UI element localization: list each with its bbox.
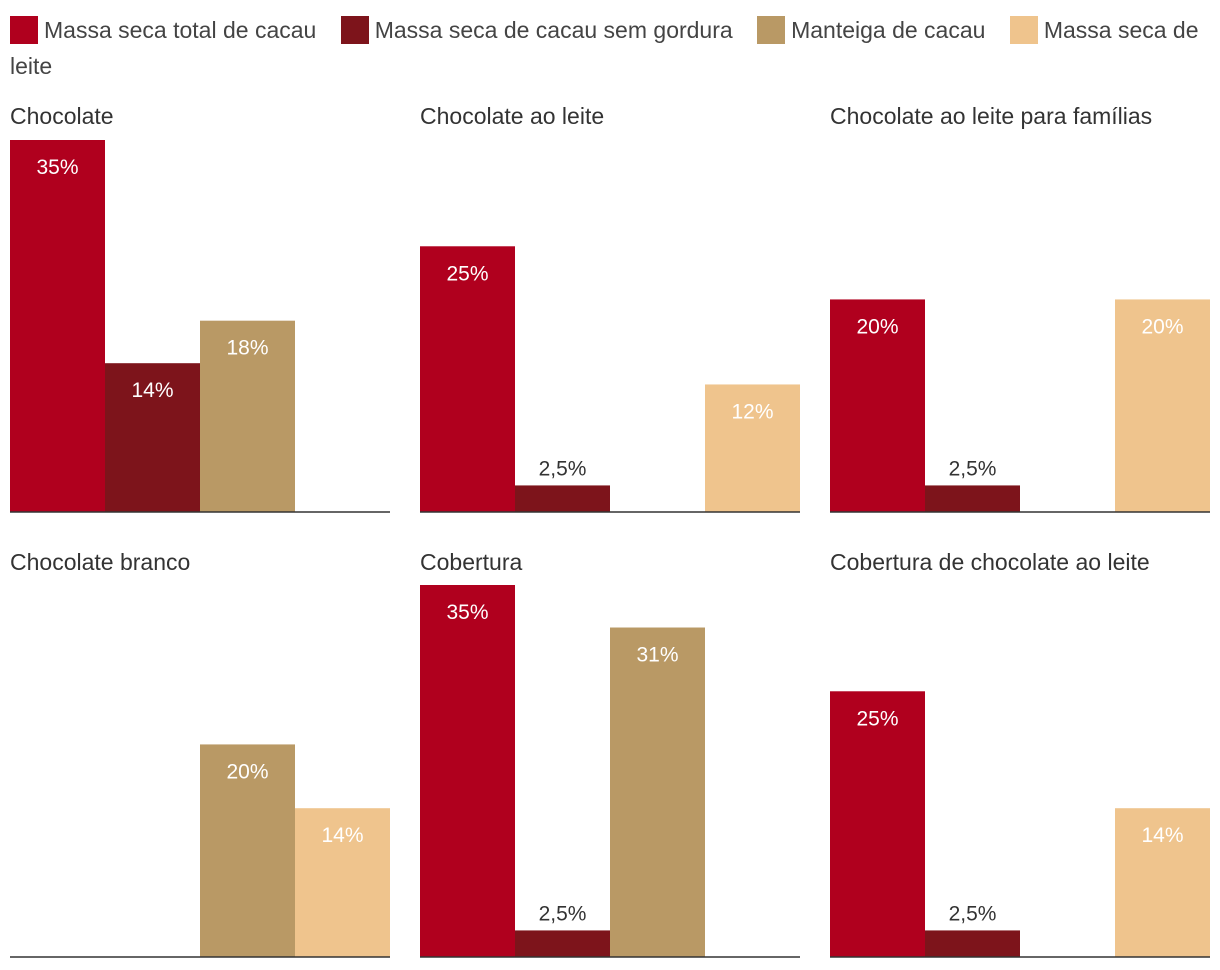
bar-milk-solids (1115, 808, 1210, 957)
bar-cocoa-butter (200, 320, 295, 512)
legend-item-total-cocoa: Massa seca total de cacau (10, 16, 317, 44)
bar-milk-solids (705, 384, 800, 512)
bar-value-label: 14% (1141, 824, 1183, 847)
bar-value-label: 25% (856, 707, 898, 730)
legend-swatch-total-cocoa (10, 16, 38, 44)
chart-title: Cobertura (420, 549, 522, 575)
bar-total-cocoa (420, 585, 515, 957)
bar-chart-4: Chocolate branco 20% 14% (10, 549, 390, 958)
legend-label-fat-free-cocoa: Massa seca de cacau sem gordura (374, 17, 733, 43)
bar-value-label: 14% (321, 824, 363, 847)
bar-value-label: 20% (856, 315, 898, 338)
chart-legend: Massa seca total de cacau Massa seca de … (10, 12, 1210, 84)
bar-value-label: 2,5% (949, 902, 997, 925)
bar-fat-free-cocoa (515, 930, 610, 957)
bar-fat-free-cocoa (105, 363, 200, 512)
bar-value-label: 35% (446, 601, 488, 624)
legend-item-milk-solids: Massa seca de leite (10, 16, 1199, 79)
bar-value-label: 20% (226, 760, 268, 783)
legend-swatch-cocoa-butter (757, 16, 786, 44)
bar-value-label: 2,5% (949, 457, 997, 480)
bar-milk-solids (1115, 299, 1210, 512)
bar-value-label: 12% (731, 400, 773, 423)
legend-label-total-cocoa: Massa seca total de cacau (44, 17, 317, 43)
bar-chart-5: Cobertura 35% 2,5% 31% (420, 549, 800, 958)
bar-total-cocoa (830, 691, 925, 957)
bar-total-cocoa (420, 246, 515, 513)
bar-value-label: 20% (1141, 315, 1183, 338)
bar-total-cocoa (10, 140, 105, 512)
bar-value-label: 2,5% (539, 902, 587, 925)
bar-fat-free-cocoa (925, 930, 1020, 957)
bar-chart-3: Chocolate ao leite para famílias 20% 2,5% 2… (830, 103, 1210, 513)
legend-item-cocoa-butter: Manteiga de cacau (757, 16, 986, 44)
chart-title: Chocolate ao leite para famílias (830, 103, 1152, 129)
chart-title: Chocolate ao leite (420, 103, 604, 129)
bar-value-label: 25% (446, 262, 488, 285)
bar-value-label: 31% (636, 644, 678, 667)
legend-swatch-fat-free-cocoa (340, 16, 369, 44)
bar-fat-free-cocoa (925, 485, 1020, 512)
bar-cocoa-butter (200, 744, 295, 957)
bar-chart-2: Chocolate ao leite 25% 2,5% 12% (420, 103, 800, 513)
bar-chart-6: Cobertura de chocolate ao leite 25% 2,5% 14… (830, 549, 1210, 958)
chart-title: Chocolate (10, 103, 114, 129)
bar-total-cocoa (830, 299, 925, 512)
bar-value-label: 35% (36, 156, 78, 179)
legend-label-cocoa-butter: Manteiga de cacau (791, 17, 986, 43)
legend-item-fat-free-cocoa: Massa seca de cacau sem gordura (340, 16, 733, 44)
bar-fat-free-cocoa (515, 485, 610, 512)
legend-swatch-milk-solids (1009, 16, 1038, 44)
bar-value-label: 2,5% (539, 457, 587, 480)
bar-cocoa-butter (610, 627, 705, 957)
bar-chart-1: Chocolate 35% 14% 18% (10, 103, 390, 513)
bar-value-label: 18% (226, 337, 268, 360)
chart-title: Cobertura de chocolate ao leite (830, 549, 1150, 575)
bar-value-label: 14% (131, 379, 173, 402)
chart-title: Chocolate branco (10, 549, 190, 575)
bar-milk-solids (295, 808, 390, 957)
legend-label-milk-solids: Massa seca de leite (10, 17, 1199, 79)
